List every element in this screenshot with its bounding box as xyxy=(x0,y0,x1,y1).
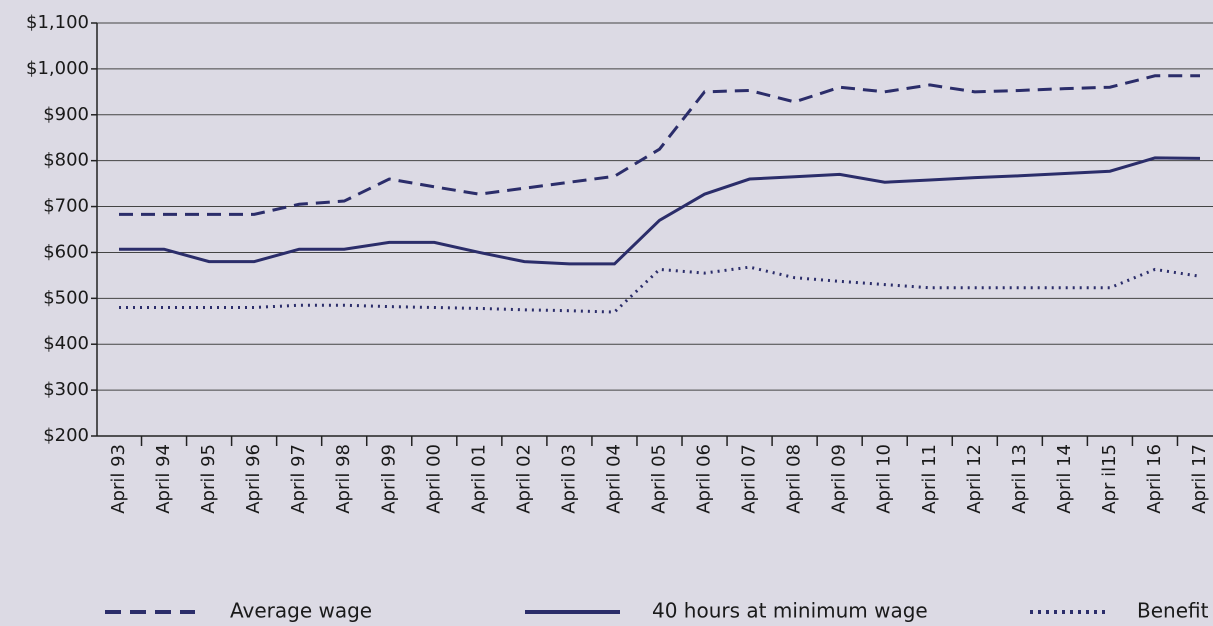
x-tick-label: April 94 xyxy=(153,444,174,514)
x-tick-label: April 14 xyxy=(1054,444,1075,514)
legend-label: Benefit xyxy=(1137,599,1209,623)
series-line xyxy=(119,156,1201,266)
x-tick-label: April 02 xyxy=(513,444,534,514)
x-tick-label: April 10 xyxy=(874,444,895,514)
x-tick-label: April 99 xyxy=(378,444,399,514)
x-tick-label: April 16 xyxy=(1144,444,1165,514)
y-tick-label: $1,100 xyxy=(26,12,89,33)
x-tick-label: April 96 xyxy=(243,444,264,514)
x-tick-label: April 13 xyxy=(1009,444,1030,514)
x-tick-label: April 03 xyxy=(558,444,579,514)
y-tick-label: $800 xyxy=(43,150,89,171)
legend-label: 40 hours at minimum wage xyxy=(652,599,928,623)
x-tick-label: April 98 xyxy=(333,444,354,514)
y-tick-label: $300 xyxy=(43,379,89,400)
x-tick-label: Apr il15 xyxy=(1099,444,1120,514)
x-tick-label: April 01 xyxy=(468,444,489,514)
x-tick-label: April 17 xyxy=(1189,444,1210,514)
y-tick-label: $400 xyxy=(43,333,89,354)
y-tick-label: $500 xyxy=(43,287,89,308)
y-tick-label: $900 xyxy=(43,104,89,125)
x-tick-label: April 11 xyxy=(919,444,940,514)
x-tick-label: April 05 xyxy=(649,444,670,514)
x-tick-label: April 12 xyxy=(964,444,985,514)
series-line xyxy=(119,265,1201,314)
x-tick-label: April 00 xyxy=(423,444,444,514)
x-tick-label: April 08 xyxy=(784,444,805,514)
x-tick-label: April 07 xyxy=(739,444,760,514)
x-tick-label: April 95 xyxy=(198,444,219,514)
y-tick-label: $200 xyxy=(43,425,89,446)
x-tick-label: April 97 xyxy=(288,444,309,514)
x-tick-label: April 04 xyxy=(603,444,624,514)
x-tick-label: April 09 xyxy=(829,444,850,514)
x-tick-label: April 06 xyxy=(694,444,715,514)
y-tick-label: $700 xyxy=(43,196,89,217)
y-tick-label: $600 xyxy=(43,241,89,262)
x-tick-label: April 93 xyxy=(108,444,129,514)
y-tick-label: $1,000 xyxy=(26,58,89,79)
series-line xyxy=(119,74,1200,216)
legend-label: Average wage xyxy=(230,599,372,623)
